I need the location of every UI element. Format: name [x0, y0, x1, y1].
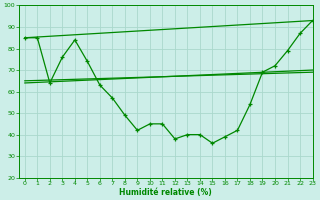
X-axis label: Humidité relative (%): Humidité relative (%): [119, 188, 212, 197]
